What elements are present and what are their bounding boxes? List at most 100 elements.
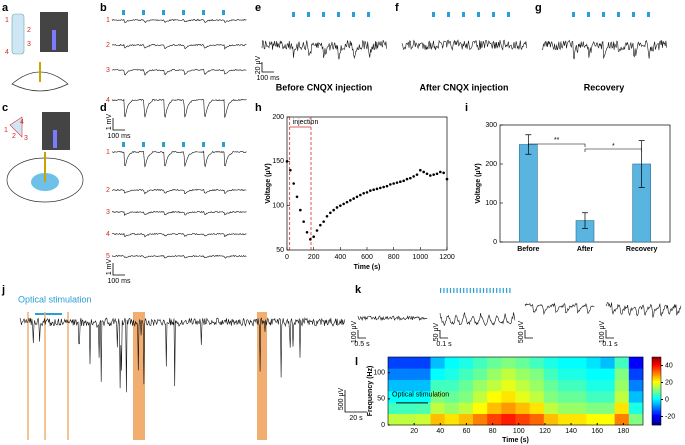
trace xyxy=(111,188,247,195)
heat-cell xyxy=(586,379,601,392)
seizure-band xyxy=(257,312,267,440)
scale-label: 50 μV xyxy=(433,322,440,341)
trace xyxy=(605,302,682,319)
scale-bar xyxy=(439,330,448,339)
point xyxy=(419,168,422,172)
heat-cell xyxy=(388,357,403,369)
stim-mark xyxy=(479,288,481,293)
bar xyxy=(519,144,538,243)
panel-letter: b xyxy=(100,2,107,14)
heat-cell xyxy=(572,402,587,414)
heat-cell xyxy=(402,413,417,426)
trace-label: 4 xyxy=(106,231,110,238)
point xyxy=(389,183,392,186)
heat-cell xyxy=(558,391,573,403)
heat-cell xyxy=(487,379,502,392)
point xyxy=(445,177,449,181)
heat-cell xyxy=(388,413,403,426)
scale-label: 100 ms xyxy=(108,278,131,285)
trace-label: 3 xyxy=(106,67,110,74)
trace-label: 3 xyxy=(106,209,110,216)
y-tick-label: 300 xyxy=(485,122,497,129)
heat-cell xyxy=(543,391,559,403)
panel-letter: k xyxy=(355,284,362,296)
heat-cell xyxy=(543,379,559,392)
heat-cell xyxy=(501,368,516,380)
stim-mark xyxy=(292,12,295,17)
x-tick-label: 40 xyxy=(436,428,444,435)
scale-label: 500 μV xyxy=(338,388,345,411)
heat-cell xyxy=(487,391,502,403)
colorbar-step xyxy=(652,377,661,380)
panel-letter: e xyxy=(255,2,261,14)
colorbar-label: 40 xyxy=(665,362,673,369)
stim-mark xyxy=(453,288,455,293)
heat-cell xyxy=(558,379,573,392)
point xyxy=(425,172,429,176)
scale-label: 500 μV xyxy=(518,321,525,344)
trace xyxy=(111,210,247,217)
stim-mark xyxy=(632,12,635,17)
trace-label: 2 xyxy=(106,187,110,194)
colorbar-step xyxy=(652,384,661,387)
stim-mark xyxy=(463,288,465,293)
y-tick-label: 0 xyxy=(493,239,497,246)
heat-cell xyxy=(402,379,417,392)
heat-cell xyxy=(614,379,630,392)
heat-cell xyxy=(458,379,474,392)
heat-cell xyxy=(572,368,587,380)
x-tick-label: 120 xyxy=(539,428,551,435)
colorbar-step xyxy=(652,409,661,412)
scale-label: 20 s xyxy=(349,415,363,422)
colorbar-step xyxy=(652,363,661,366)
y-tick-label: 50 xyxy=(377,396,385,403)
probe-label: 3 xyxy=(24,135,28,142)
stim-mark xyxy=(222,10,225,15)
trace-label: 1 xyxy=(106,149,110,156)
plot-frame xyxy=(387,356,644,426)
colorbar-step xyxy=(652,392,661,395)
colorbar-step xyxy=(652,394,661,397)
heat-cell xyxy=(444,402,460,414)
heat-cell xyxy=(529,413,545,426)
heat-cell xyxy=(458,413,474,426)
heat-cell xyxy=(416,413,431,426)
stim-mark xyxy=(602,12,605,17)
heat-cell xyxy=(430,357,445,369)
trace-label: 4 xyxy=(106,97,110,104)
heat-cell xyxy=(402,391,417,403)
y-tick-label: 200 xyxy=(485,161,497,168)
trace-label: 2 xyxy=(106,42,110,49)
heat-cell xyxy=(458,402,474,414)
colorbar-step xyxy=(652,372,661,375)
heat-cell xyxy=(614,413,630,426)
scale-label: 0.1 s xyxy=(436,341,452,348)
probe-label: 2 xyxy=(12,133,16,140)
colorbar-step xyxy=(652,370,661,373)
probe xyxy=(11,13,25,55)
heat-cell xyxy=(529,391,545,403)
heat-cell xyxy=(388,379,403,392)
point xyxy=(309,238,312,241)
heat-cell xyxy=(416,357,431,369)
heat-cell xyxy=(430,368,445,380)
heat-cell xyxy=(473,357,488,369)
y-tick-label: 50 xyxy=(276,247,284,254)
stim-mark xyxy=(122,142,125,147)
heat-cell xyxy=(558,357,573,369)
heat-cell xyxy=(628,402,644,414)
colorbar-step xyxy=(652,362,661,365)
trace xyxy=(524,302,595,316)
heat-cell xyxy=(614,402,630,414)
panel-title: Recovery xyxy=(584,82,625,92)
x-tick-label: After xyxy=(577,246,594,253)
colorbar-step xyxy=(652,360,661,363)
annotation: ** xyxy=(554,137,560,144)
heat-cell xyxy=(487,413,502,426)
heat-cell xyxy=(586,391,601,403)
stim-mark xyxy=(449,288,452,293)
point xyxy=(352,197,355,200)
colorbar-step xyxy=(652,382,661,385)
trace xyxy=(111,43,247,50)
point xyxy=(392,182,395,185)
